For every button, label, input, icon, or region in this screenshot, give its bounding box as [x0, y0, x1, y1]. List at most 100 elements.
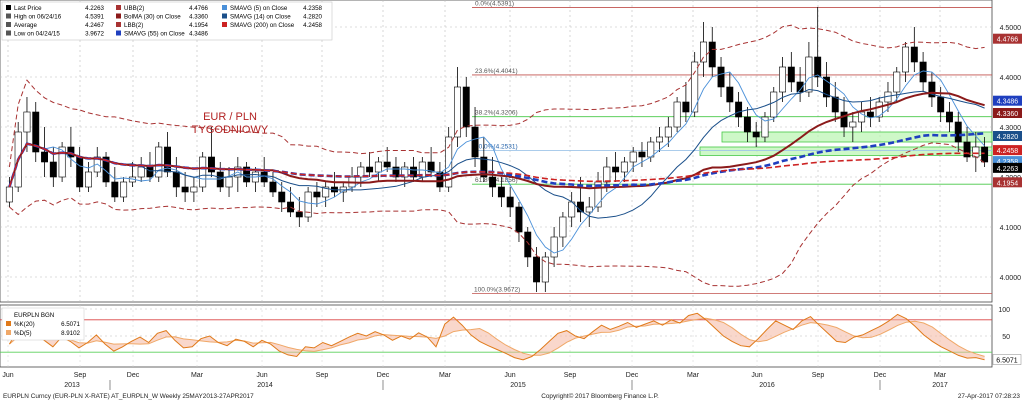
legend-swatch [222, 13, 227, 19]
candle-body [155, 146, 163, 178]
right-value-label: 4.3486 [993, 95, 1022, 106]
lower-bollinger-line [9, 142, 985, 287]
legend: Last Price 4.2263 High on 06/24/16 4.5391 Av… [1, 1, 333, 41]
candle-body [726, 86, 734, 103]
fib-label: 100.0%(3.9672) [474, 286, 520, 293]
legend-label: SMAVG (200) on Close [230, 22, 295, 29]
bands [699, 131, 993, 156]
legend-swatch [6, 22, 11, 27]
y-tick-label: 4.3000 [1000, 125, 1022, 132]
candle-body [814, 56, 822, 78]
legend-swatch [6, 30, 11, 36]
legend-label: SMAVG (14) on Close [230, 14, 291, 21]
support-zone-upper [721, 131, 993, 143]
candle-body [190, 186, 198, 193]
right-value-label-box [993, 33, 1022, 44]
candle-body [23, 111, 31, 133]
right-value-label-box [993, 108, 1022, 118]
osc-k-line [8, 312, 985, 361]
candle-body [717, 66, 725, 88]
right-value-label-text: 4.4766 [997, 37, 1019, 44]
candle-body [489, 176, 497, 188]
candle-body [796, 81, 804, 93]
candle-body [225, 176, 233, 188]
x-year-label: 2014 [257, 382, 273, 389]
candle-body [849, 121, 857, 128]
candle-body [5, 186, 13, 203]
sma5-line [8, 70, 985, 254]
candle-body [752, 131, 760, 138]
legend-swatch [116, 5, 121, 10]
candle-body [322, 186, 330, 198]
footer-right: 27-Apr-2017 07:28:23 [958, 393, 1021, 400]
candle-body [216, 171, 224, 188]
y-tick-label: 4.0000 [1000, 275, 1022, 282]
candle-body [506, 196, 514, 208]
right-value-label: 4.2820 [993, 131, 1022, 141]
candle-body [620, 161, 628, 173]
legend-label: Average [14, 22, 37, 29]
candle-body [893, 71, 901, 93]
right-value-label: 4.1954 [993, 177, 1022, 188]
osc-right-label-text: 6.5071 [996, 357, 1018, 364]
fib-label: 61.8%(4.1856) [475, 177, 518, 184]
sma14-line [8, 88, 985, 219]
candle-body [840, 111, 848, 128]
candle-body [691, 61, 699, 113]
legend-value: 4.2458 [303, 22, 322, 29]
candle-body [357, 166, 365, 178]
legend-value: 4.2358 [303, 5, 322, 12]
legend-swatch [116, 30, 121, 36]
footer-center: Copyright© 2017 Bloomberg Finance L.P. [541, 392, 659, 400]
legend-swatch [6, 13, 11, 19]
candle-body [137, 166, 145, 178]
legend-label: SMAVG (5) on Close [230, 5, 288, 12]
candle-body [550, 236, 558, 258]
candle-body [295, 211, 303, 218]
candle-body [708, 41, 716, 68]
right-value-label: 4.2458 [993, 145, 1022, 156]
candle-body [937, 96, 945, 113]
legend-value: 4.3486 [189, 31, 208, 38]
x-month-label: Jun [751, 372, 762, 379]
candle-body [146, 166, 154, 178]
candle-body [85, 171, 92, 188]
candle-body [638, 151, 646, 158]
legend-label: Low on 04/24/15 [14, 31, 60, 38]
osc-d-value: 8.9102 [61, 330, 80, 337]
osc-right-label-box [992, 354, 1022, 365]
candle-body [559, 216, 567, 238]
candle-body [199, 156, 207, 188]
osc-k-name: %K(20) [14, 321, 35, 328]
legend-swatch [116, 22, 121, 27]
y-tick-label: 4.1000 [1000, 225, 1022, 232]
x-month-label: Dec [377, 372, 390, 379]
candle-body [164, 146, 171, 173]
candle-body [779, 66, 786, 93]
right-value-label: 4.2358 [993, 156, 1022, 167]
right-value-label: 4.4766 [993, 33, 1022, 44]
candle-body [515, 206, 523, 233]
candle-body [58, 146, 66, 178]
oscillator-title: EURPLN BGN [14, 312, 54, 319]
legend-value: 4.2263 [85, 5, 104, 12]
y-tick-label: 4.4000 [1000, 75, 1022, 82]
x-year-label: 2015 [510, 382, 526, 389]
legend-swatch [116, 13, 121, 19]
candle-body [304, 191, 312, 218]
osc-y-tick-label: 100 [998, 307, 1010, 314]
x-month-label: Sep [74, 372, 87, 379]
candle-body [866, 111, 874, 118]
candle-body [946, 111, 953, 123]
right-value-label: 4.2263 [993, 162, 1022, 173]
legend-label: UBB(2) [124, 5, 144, 12]
candle-body [831, 96, 839, 113]
candle-body [383, 161, 391, 168]
right-value-label-box [993, 145, 1022, 156]
candle-body [524, 231, 532, 258]
legend-label: Last Price [14, 5, 42, 12]
candle-body [954, 121, 962, 143]
legend-label: LBB(2) [124, 22, 143, 29]
legend-label: SMAVG (55) on Close [124, 31, 185, 38]
candle-body [902, 46, 909, 73]
